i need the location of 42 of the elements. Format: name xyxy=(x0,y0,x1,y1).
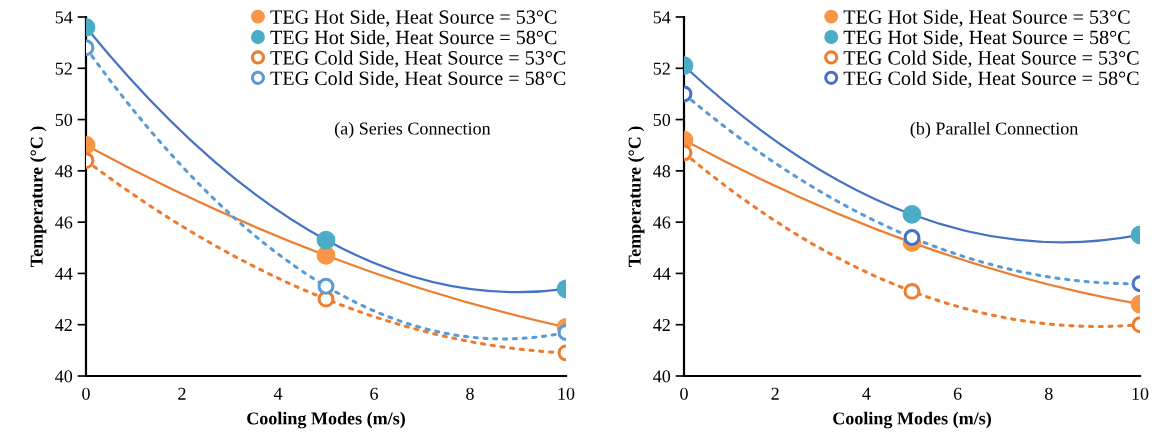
y-tick-label: 50 xyxy=(55,113,73,127)
y-tick-label: 44 xyxy=(55,267,73,280)
y-tick-label: 48 xyxy=(653,165,671,178)
x-tick-label: 4 xyxy=(862,387,871,400)
y-tick-label: 54 xyxy=(653,11,671,24)
legend-label: TEG Cold Side, Heat Source = 58°C xyxy=(270,70,566,88)
y-tick-label: 48 xyxy=(55,165,73,178)
legend-label: TEG Hot Side, Heat Source = 53°C xyxy=(270,9,557,27)
legend-label: TEG Hot Side, Heat Source = 58°C xyxy=(843,30,1130,48)
y-tick-label: 40 xyxy=(653,370,671,383)
legend-label: TEG Hot Side, Heat Source = 53°C xyxy=(843,9,1130,27)
y-axis-title: Temperature (°C ) xyxy=(628,126,645,268)
x-tick-label: 6 xyxy=(953,387,962,400)
x-tick-label: 8 xyxy=(466,387,474,400)
legend-label: TEG Cold Side, Heat Source = 58°C xyxy=(843,70,1139,88)
x-tick-label: 10 xyxy=(1132,387,1149,400)
annotation: (b) Parallel Connection xyxy=(910,121,1079,139)
y-tick-label: 40 xyxy=(55,370,73,383)
y-tick-label: 42 xyxy=(653,319,670,331)
y-tick-label: 42 xyxy=(55,319,72,331)
y-tick-label: 50 xyxy=(653,113,671,127)
x-tick-label: 6 xyxy=(370,387,378,400)
y-tick-label: 54 xyxy=(55,11,73,24)
y-tick-label: 44 xyxy=(653,267,671,280)
x-axis-title: Cooling Modes (m/s) xyxy=(833,411,991,429)
y-tick-label: 52 xyxy=(55,62,72,75)
x-axis-title: Cooling Modes (m/s) xyxy=(247,411,405,429)
x-tick-label: 4 xyxy=(273,387,283,400)
legend-label: TEG Cold Side, Heat Source = 53°C xyxy=(843,50,1139,68)
y-axis-title: Temperature (°C ) xyxy=(30,126,47,268)
x-tick-label: 2 xyxy=(771,387,779,400)
y-tick-label: 46 xyxy=(55,216,73,229)
x-tick-label: 8 xyxy=(1044,387,1053,400)
legend-label: TEG Cold Side, Heat Source = 53°C xyxy=(270,50,566,68)
y-tick-label: 52 xyxy=(653,62,670,75)
y-tick-label: 46 xyxy=(653,216,671,229)
annotation: (a) Series Connection xyxy=(334,121,491,139)
x-tick-label: 0 xyxy=(82,387,90,400)
x-tick-label: 0 xyxy=(680,387,688,400)
x-tick-label: 10 xyxy=(558,387,575,400)
x-tick-label: 2 xyxy=(178,387,186,400)
legend-label: TEG Hot Side, Heat Source = 58°C xyxy=(270,30,557,48)
